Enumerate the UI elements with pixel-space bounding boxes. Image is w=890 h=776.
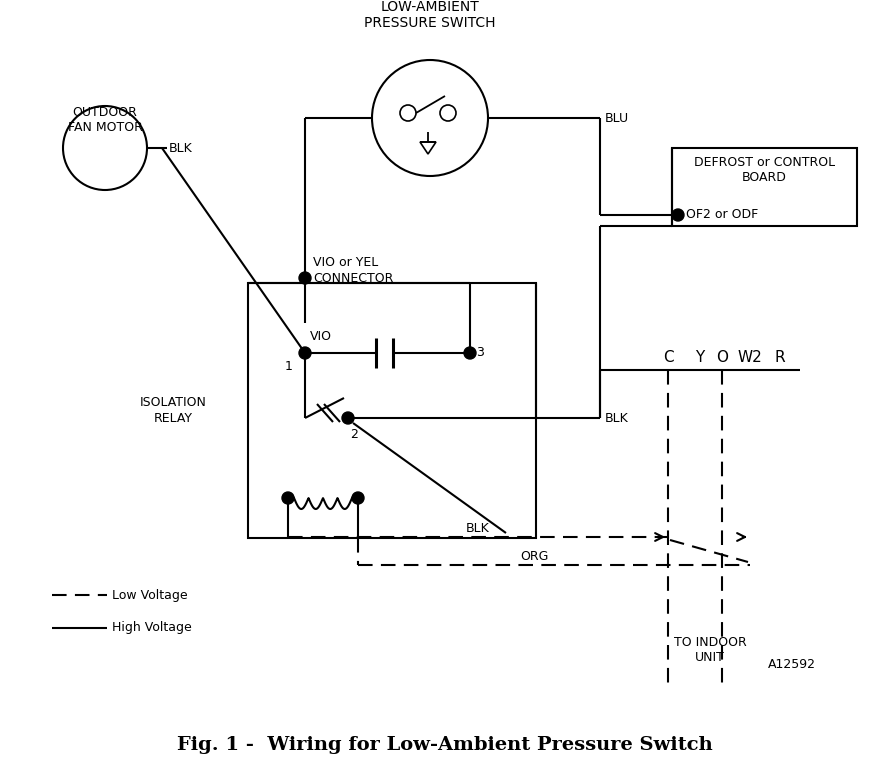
Text: Low Voltage: Low Voltage: [112, 588, 188, 601]
Text: High Voltage: High Voltage: [112, 622, 191, 635]
Text: BLK: BLK: [466, 521, 490, 535]
Text: DEFROST or CONTROL
BOARD: DEFROST or CONTROL BOARD: [694, 156, 835, 184]
Text: OF2 or ODF: OF2 or ODF: [686, 209, 758, 221]
Text: LOW-AMBIENT
PRESSURE SWITCH: LOW-AMBIENT PRESSURE SWITCH: [364, 0, 496, 30]
Text: 1: 1: [285, 361, 293, 373]
Text: ORG: ORG: [520, 549, 548, 563]
Text: A12592: A12592: [768, 657, 816, 670]
Text: VIO: VIO: [310, 330, 332, 342]
Circle shape: [299, 272, 311, 284]
Text: Y: Y: [695, 351, 705, 365]
Text: OUTDOOR
FAN MOTOR: OUTDOOR FAN MOTOR: [68, 106, 142, 134]
Circle shape: [672, 209, 684, 221]
Text: 3: 3: [476, 347, 484, 359]
Text: C: C: [663, 351, 674, 365]
Bar: [248, 283, 536, 538]
Circle shape: [342, 412, 354, 424]
Text: 2: 2: [350, 428, 358, 441]
Text: TO INDOOR
UNIT: TO INDOOR UNIT: [674, 636, 747, 664]
Text: VIO or YEL: VIO or YEL: [313, 257, 378, 269]
Text: O: O: [716, 351, 728, 365]
Circle shape: [464, 347, 476, 359]
Text: W2: W2: [738, 351, 763, 365]
Circle shape: [282, 492, 294, 504]
Text: ISOLATION
RELAY: ISOLATION RELAY: [140, 397, 206, 424]
Text: CONNECTOR: CONNECTOR: [313, 272, 393, 286]
Text: Fig. 1 -  Wiring for Low-Ambient Pressure Switch: Fig. 1 - Wiring for Low-Ambient Pressure…: [177, 736, 713, 754]
Circle shape: [299, 347, 311, 359]
Text: BLK: BLK: [605, 411, 628, 424]
Text: BLU: BLU: [605, 112, 629, 124]
Bar: [672, 148, 857, 226]
Text: R: R: [774, 351, 785, 365]
Text: BLK: BLK: [169, 141, 193, 154]
Circle shape: [352, 492, 364, 504]
